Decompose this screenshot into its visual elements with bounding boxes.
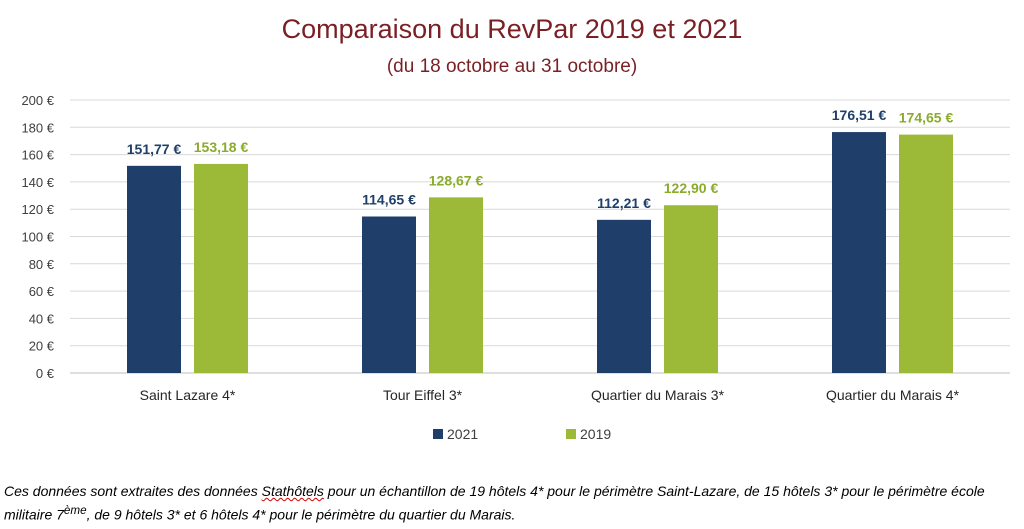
chart-title: Comparaison du RevPar 2019 et 2021 [282, 14, 743, 44]
bar-2021 [127, 165, 181, 373]
footnote: Ces données sont extraites des données S… [4, 481, 1022, 525]
data-labels: 151,77 € 153,18 € 114,65 € 128,67 € 112,21 €… [127, 107, 954, 211]
y-tick-label: 60 € [29, 284, 55, 299]
footnote-superscript: ème [63, 504, 87, 517]
y-tick-label: 100 € [21, 230, 54, 245]
data-label-2021: 151,77 € [127, 141, 182, 157]
revpar-bar-chart: Comparaison du RevPar 2019 et 2021 (du 1… [21, 14, 1010, 442]
data-label-2021: 114,65 € [362, 192, 416, 208]
legend-swatch-2021 [433, 429, 443, 439]
y-tick-label: 180 € [21, 120, 54, 135]
bar-2021 [832, 132, 886, 373]
data-label-2019: 153,18 € [194, 139, 249, 155]
legend-swatch-2019 [566, 429, 576, 439]
bar-2021 [597, 219, 651, 373]
y-tick-label: 80 € [29, 257, 55, 272]
bar-2019 [194, 163, 248, 373]
footnote-brand: Stathôtels [261, 483, 324, 499]
chart-subtitle: (du 18 octobre au 31 octobre) [387, 56, 637, 77]
data-label-2019: 128,67 € [429, 172, 484, 188]
category-label: Saint Lazare 4* [140, 387, 236, 403]
data-label-2021: 176,51 € [832, 107, 887, 123]
bar-2019 [429, 197, 483, 373]
x-axis-categories: Saint Lazare 4* Tour Eiffel 3* Quartier du… [140, 387, 960, 403]
data-label-2019: 174,65 € [899, 110, 954, 126]
data-label-2021: 112,21 € [597, 195, 651, 211]
y-axis-ticks: 0 € 20 € 40 € 60 € 80 € 100 € 120 € 140 € 160 € 1… [21, 93, 54, 381]
y-tick-label: 0 € [36, 366, 55, 381]
y-tick-label: 20 € [29, 339, 55, 354]
bars [127, 132, 953, 373]
legend-label-2021: 2021 [447, 426, 478, 442]
category-label: Quartier du Marais 3* [591, 387, 725, 403]
legend-label-2019: 2019 [580, 426, 611, 442]
footnote-text-2: pour un échantillon de 19 hôtels 4* pour… [4, 483, 985, 523]
footnote-text-3: , de 9 hôtels 3* et 6 hôtels 4* pour le … [86, 506, 516, 523]
y-tick-label: 160 € [21, 148, 54, 163]
category-label: Quartier du Marais 4* [826, 387, 960, 403]
data-label-2019: 122,90 € [664, 180, 719, 196]
y-tick-label: 200 € [21, 93, 54, 108]
footnote-text-1: Ces données sont extraites des données [4, 483, 262, 499]
bar-2019 [664, 205, 718, 373]
category-label: Tour Eiffel 3* [383, 387, 463, 403]
y-tick-label: 120 € [21, 202, 54, 217]
legend: 2021 2019 [433, 426, 611, 442]
y-tick-label: 140 € [21, 175, 54, 190]
y-tick-label: 40 € [29, 311, 55, 326]
bar-2019 [899, 134, 953, 373]
bar-2021 [362, 216, 416, 373]
